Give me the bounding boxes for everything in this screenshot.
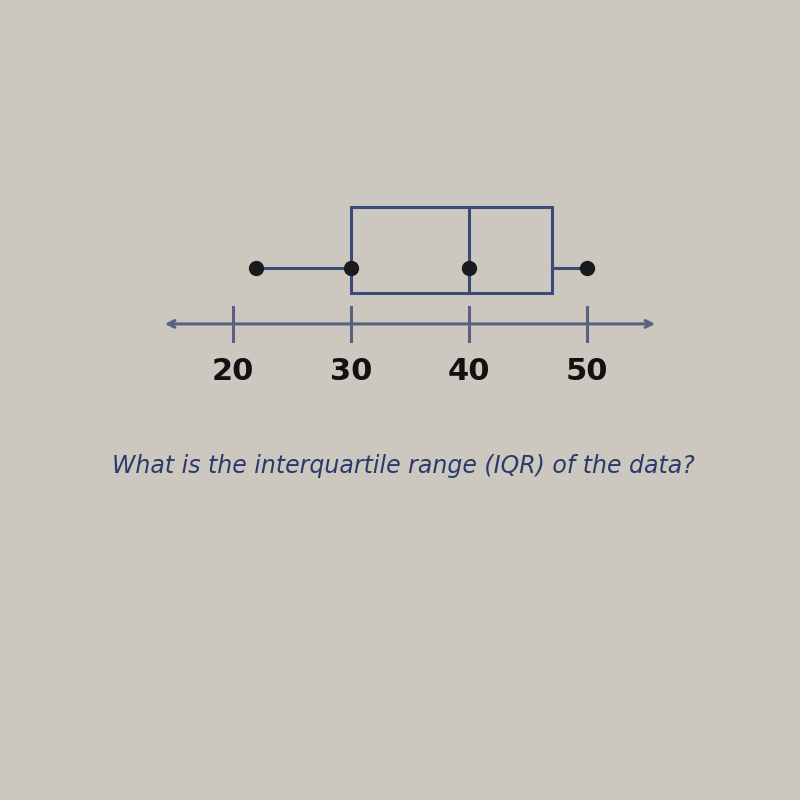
Text: 50: 50	[566, 357, 608, 386]
Bar	[351, 207, 552, 293]
Text: What is the interquartile range (IQR) of the data?: What is the interquartile range (IQR) of…	[112, 454, 695, 478]
Point	[581, 262, 594, 275]
Point	[462, 262, 475, 275]
Point	[250, 262, 263, 275]
Text: 20: 20	[212, 357, 254, 386]
Text: 30: 30	[330, 357, 372, 386]
Point	[345, 262, 358, 275]
Text: 40: 40	[448, 357, 490, 386]
